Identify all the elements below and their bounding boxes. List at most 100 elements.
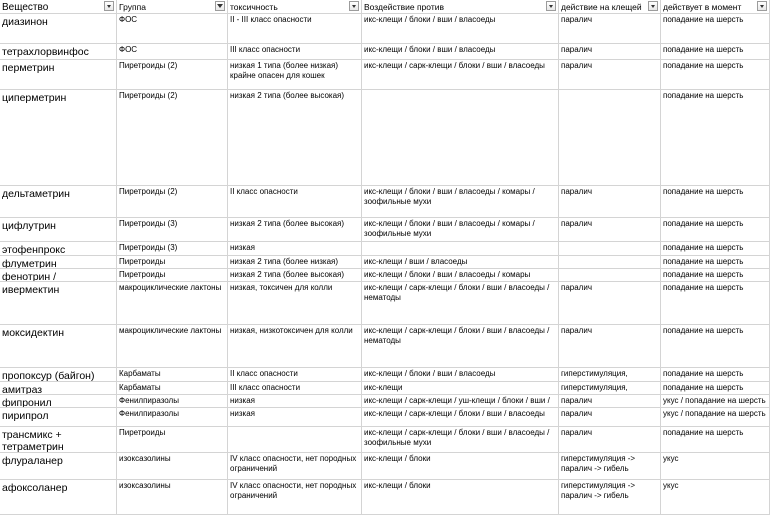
action-cell (559, 256, 661, 269)
substance-cell: пропоксур (байгон) (0, 368, 117, 382)
action-cell: гиперстимуляция -> паралич -> гибель (559, 453, 661, 480)
target-cell: икс-клещи / сарк-клещи / блоки / вши / в… (362, 408, 559, 427)
group-cell: ФОС (117, 44, 228, 60)
group-cell: макроциклические лактоны (117, 282, 228, 325)
target-cell: икс-клещи / сарк-клещи / блоки / вши / в… (362, 325, 559, 368)
dropdown-button[interactable] (546, 1, 556, 11)
group-cell: Пиретроиды (117, 256, 228, 269)
substance-cell: фенотрин / цифенотрин (0, 269, 117, 282)
moment-cell: укус (661, 453, 770, 480)
action-cell: паралич (559, 218, 661, 242)
toxicity-cell: II - III класс опасности (228, 14, 362, 44)
target-cell: икс-клещи / блоки / вши / власоеды / ком… (362, 269, 559, 282)
substance-cell: дельтаметрин (0, 186, 117, 218)
substance-cell: моксидектин (0, 325, 117, 368)
target-cell: икс-клещи / блоки (362, 480, 559, 515)
moment-cell: попадание на шерсть (661, 60, 770, 90)
group-cell: Карбаматы (117, 368, 228, 382)
target-cell: икс-клещи / блоки / вши / власоеды (362, 44, 559, 60)
group-cell: Пиретроиды (117, 427, 228, 453)
toxicity-cell: низкая (228, 242, 362, 256)
dropdown-button[interactable] (757, 1, 767, 11)
substance-cell: циперметрин (0, 90, 117, 186)
target-cell: икс-клещи / сарк-клещи / блоки / вши / в… (362, 60, 559, 90)
group-cell: Пиретроиды (2) (117, 186, 228, 218)
target-cell (362, 242, 559, 256)
moment-cell: попадание на шерсть (661, 382, 770, 395)
target-cell (362, 90, 559, 186)
header-cell: токсичность (228, 0, 362, 14)
dropdown-button[interactable] (104, 1, 114, 11)
substance-cell: пирипрол (0, 408, 117, 427)
action-cell: паралич (559, 395, 661, 408)
action-cell: паралич (559, 427, 661, 453)
moment-cell: попадание на шерсть (661, 44, 770, 60)
target-cell: икс-клещи / сарк-клещи / блоки / вши / в… (362, 282, 559, 325)
group-cell: Пиретроиды (117, 269, 228, 282)
substance-cell: ивермектин (0, 282, 117, 325)
filter-button[interactable] (215, 1, 225, 11)
group-cell: изоксазолины (117, 453, 228, 480)
toxicity-cell: низкая 2 типа (более высокая) (228, 90, 362, 186)
action-cell: паралич (559, 325, 661, 368)
toxicity-cell: низкая 2 типа (более высокая) (228, 269, 362, 282)
toxicity-cell: низкая (228, 395, 362, 408)
dropdown-button[interactable] (349, 1, 359, 11)
moment-cell: попадание на шерсть (661, 242, 770, 256)
action-cell: гиперстимуляция, судороги (559, 382, 661, 395)
action-cell: паралич (559, 282, 661, 325)
header-cell: действует в момент (661, 0, 770, 14)
target-cell: икс-клещи / блоки / вши / власоеды (362, 368, 559, 382)
header-cell: Воздействие против (362, 0, 559, 14)
target-cell: икс-клещи / блоки / вши / власоеды / ком… (362, 218, 559, 242)
moment-cell: попадание на шерсть (661, 282, 770, 325)
toxicity-cell: низкая, низкотоксичен для колли (228, 325, 362, 368)
toxicity-cell: II класс опасности (228, 368, 362, 382)
substance-cell: флураланер (0, 453, 117, 480)
action-cell: гиперстимуляция, судороги (559, 368, 661, 382)
action-cell (559, 242, 661, 256)
substance-cell: этофенпрокс (0, 242, 117, 256)
toxicity-cell: III класс опасности (228, 44, 362, 60)
substance-cell: афоксоланер (0, 480, 117, 515)
target-cell: икс-клещи / блоки / вши / власоеды (362, 14, 559, 44)
substance-cell: амитраз (0, 382, 117, 395)
substance-cell: трансмикс + тетраметрин (0, 427, 117, 453)
action-cell: паралич (559, 186, 661, 218)
substance-cell: диазинон (0, 14, 117, 44)
substance-cell: тетрахлорвинфос (0, 44, 117, 60)
target-cell: икс-клещи / вши / власоеды (362, 256, 559, 269)
action-cell: паралич (559, 44, 661, 60)
toxicity-cell: IV класс опасности, нет породных огранич… (228, 480, 362, 515)
moment-cell: попадание на шерсть (661, 368, 770, 382)
dropdown-button[interactable] (648, 1, 658, 11)
moment-cell: попадание на шерсть (661, 218, 770, 242)
moment-cell: попадание на шерсть (661, 269, 770, 282)
moment-cell: укус (661, 480, 770, 515)
group-cell: Пиретроиды (3) (117, 218, 228, 242)
action-cell: паралич (559, 408, 661, 427)
toxicity-cell: низкая, токсичен для колли (228, 282, 362, 325)
moment-cell: попадание на шерсть (661, 186, 770, 218)
action-cell (559, 269, 661, 282)
target-cell: икс-клещи (362, 382, 559, 395)
group-cell: макроциклические лактоны (117, 325, 228, 368)
toxicity-cell: низкая 1 типа (более низкая) крайне опас… (228, 60, 362, 90)
toxicity-cell: II класс опасности (228, 186, 362, 218)
group-cell: Пиретроиды (2) (117, 60, 228, 90)
moment-cell: попадание на шерсть (661, 90, 770, 186)
toxicity-cell: низкая (228, 408, 362, 427)
substance-cell: цифлутрин (0, 218, 117, 242)
moment-cell: укус / попадание на шерсть (661, 408, 770, 427)
toxicity-cell: низкая 2 типа (более низкая) (228, 256, 362, 269)
target-cell: икс-клещи / блоки / вши / власоеды / ком… (362, 186, 559, 218)
action-cell: паралич (559, 14, 661, 44)
target-cell: икс-клещи / блоки (362, 453, 559, 480)
toxicity-cell: III класс опасности (228, 382, 362, 395)
header-cell: Вещество (0, 0, 117, 14)
moment-cell: попадание на шерсть (661, 427, 770, 453)
header-cell: действие на клещей (559, 0, 661, 14)
group-cell: ФОС (117, 14, 228, 44)
group-cell: Карбаматы (117, 382, 228, 395)
